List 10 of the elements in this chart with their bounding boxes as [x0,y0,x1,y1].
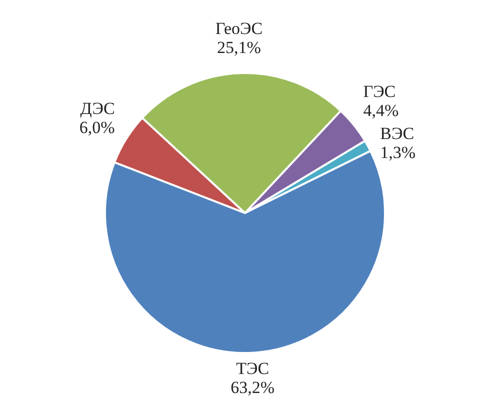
slice-label: ВЭС [380,124,414,144]
slice-label: ДЭС [80,98,115,118]
slice-label: ГеоЭС [215,19,263,38]
data-label: 4,4% [363,101,399,120]
slice-label: ТЭС [236,358,270,378]
slice-label: ГЭС [363,82,396,102]
data-label: 63,2% [230,378,275,397]
data-label: 6,0% [79,118,115,137]
data-label: 1,3% [380,143,416,162]
data-label: 25,1% [217,38,261,58]
